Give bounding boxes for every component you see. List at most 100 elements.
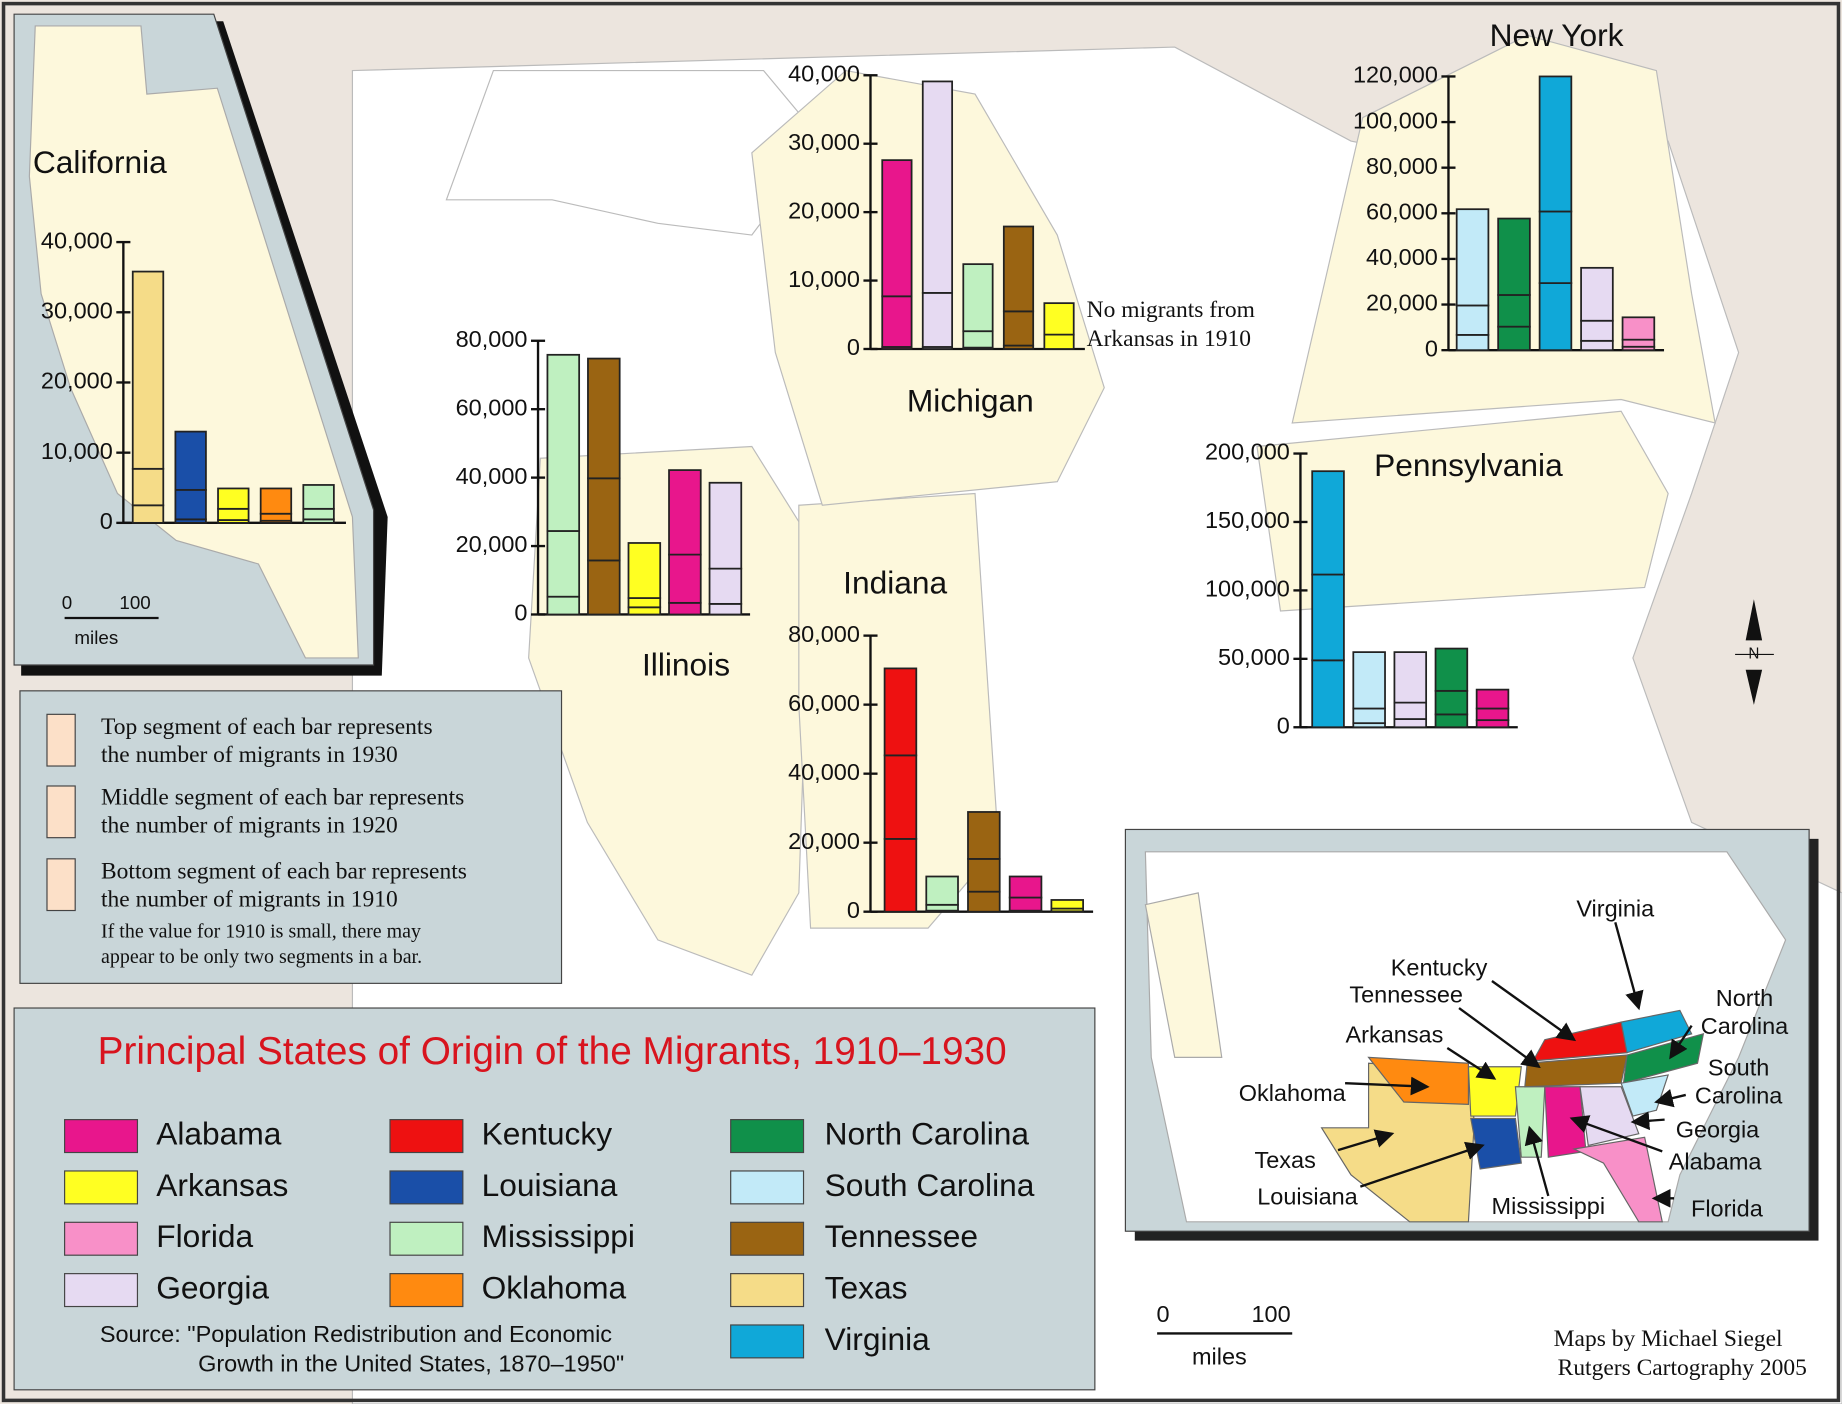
- bar-segment: [967, 890, 1001, 913]
- inset-arrow: [1654, 1089, 1687, 1108]
- compass-arrow: [1745, 599, 1763, 641]
- bar-segment: [1621, 338, 1656, 348]
- compass-label: N: [1748, 645, 1759, 662]
- bar-segment: [1497, 325, 1531, 352]
- inset-arrow: [1524, 1125, 1550, 1197]
- y-tick-label: 10,000: [41, 438, 113, 464]
- bar-segment: [546, 530, 581, 598]
- inset-arrow: [1446, 1046, 1497, 1080]
- bar-chart: Michigan 0 10,000 20,000 30,000 40,000 No migr…: [788, 60, 1255, 418]
- key-text: the number of migrants in 1930: [101, 742, 398, 768]
- compass-tail: [1745, 669, 1763, 705]
- inset-label: Carolina: [1695, 1083, 1783, 1109]
- bar-segment: [1352, 707, 1386, 725]
- bar-segment: [1475, 688, 1510, 710]
- inset-label: Arkansas: [1345, 1021, 1443, 1047]
- bar-segment: [217, 487, 250, 510]
- inset-label: Florida: [1691, 1195, 1764, 1221]
- legend-swatch: [64, 1221, 139, 1256]
- key-swatch: [46, 785, 76, 839]
- bar-segment: [627, 542, 662, 599]
- bar-segment: [925, 875, 959, 906]
- bar-segment: [217, 507, 250, 521]
- bar-segment: [1043, 302, 1075, 336]
- bar-segment: [1311, 573, 1345, 662]
- inset-label: North: [1716, 985, 1773, 1011]
- bar-segment: [1002, 310, 1035, 347]
- y-tick-label: 150,000: [1205, 507, 1290, 533]
- bar-segment: [546, 595, 581, 616]
- scale-tick: 0: [1156, 1301, 1169, 1327]
- bar-segment: [1538, 75, 1573, 213]
- legend-box: [13, 1007, 1096, 1391]
- bar-segment: [174, 430, 207, 491]
- legend-swatch: [389, 1273, 464, 1308]
- inset-arrow: [1569, 1115, 1663, 1153]
- inset-mississippi: [1514, 1086, 1546, 1158]
- wisconsin: [445, 69, 824, 236]
- bar-segment: [1455, 208, 1490, 307]
- inset-label: South: [1708, 1054, 1769, 1080]
- bar-segment: [1538, 282, 1573, 352]
- inset-virginia: [1620, 1009, 1693, 1054]
- chart-title: California: [33, 144, 167, 180]
- key-text: Top segment of each bar represents: [101, 714, 433, 740]
- bar-segment: [587, 477, 621, 562]
- bar-segment: [1352, 651, 1386, 710]
- bar-segment: [259, 512, 293, 522]
- legend-swatch: [64, 1273, 139, 1308]
- bar-segment: [962, 330, 994, 349]
- bar-segment: [1538, 210, 1573, 284]
- key-swatch: [46, 713, 76, 767]
- y-tick-label: 50,000: [1218, 644, 1290, 670]
- bar-segment: [131, 270, 165, 470]
- legend-label: Alabama: [156, 1115, 281, 1151]
- y-tick-label: 10,000: [788, 266, 860, 292]
- inset-arrow: [1345, 1076, 1430, 1096]
- y-tick-label: 0: [1277, 712, 1290, 738]
- inset-states: [1320, 1009, 1705, 1223]
- inset-label: Georgia: [1676, 1117, 1760, 1143]
- bar-segment: [131, 467, 165, 507]
- bar-segment: [668, 553, 702, 604]
- y-tick-label: 0: [100, 508, 113, 534]
- legend-label: Kentucky: [482, 1115, 613, 1151]
- bar-segment: [881, 295, 913, 348]
- legend-swatch: [730, 1221, 805, 1256]
- key-swatch: [46, 858, 76, 912]
- annotation: Arkansas in 1910: [1087, 326, 1251, 352]
- bar-segment: [1002, 225, 1035, 313]
- bar-segment: [1050, 899, 1084, 910]
- y-tick-label: 120,000: [1353, 62, 1438, 88]
- legend-swatch: [64, 1119, 139, 1154]
- segment-key-box: [19, 690, 563, 984]
- bar-segment: [1393, 701, 1428, 720]
- bar-segment: [1434, 647, 1469, 692]
- bar-segment: [881, 159, 913, 298]
- bar-segment: [1393, 718, 1428, 729]
- y-tick-label: 60,000: [456, 394, 528, 420]
- bar-segment: [587, 559, 621, 616]
- y-tick-label: 80,000: [788, 621, 860, 647]
- bar-segment: [1434, 689, 1469, 716]
- bar-segment: [1311, 470, 1345, 576]
- bar-segment: [708, 567, 743, 605]
- y-tick-label: 20,000: [788, 197, 860, 223]
- bar-segment: [1621, 316, 1656, 341]
- chart-title: New York: [1490, 17, 1624, 53]
- y-tick-label: 20,000: [41, 368, 113, 394]
- y-tick-label: 100,000: [1205, 576, 1290, 602]
- bar-chart: Indiana 0 20,000 40,000 60,000 80,000: [788, 564, 1094, 923]
- key-text: Bottom segment of each bar represents: [101, 858, 467, 884]
- legend-swatch: [389, 1119, 464, 1154]
- legend-label: Georgia: [156, 1269, 269, 1305]
- bar-segment: [962, 263, 994, 333]
- bar-segment: [1434, 713, 1469, 729]
- inset-arrow: [1337, 1129, 1395, 1152]
- legend-swatch: [730, 1324, 805, 1359]
- legend-label: Mississippi: [482, 1218, 635, 1254]
- bar-segment: [967, 858, 1001, 893]
- bar-segment: [259, 487, 293, 515]
